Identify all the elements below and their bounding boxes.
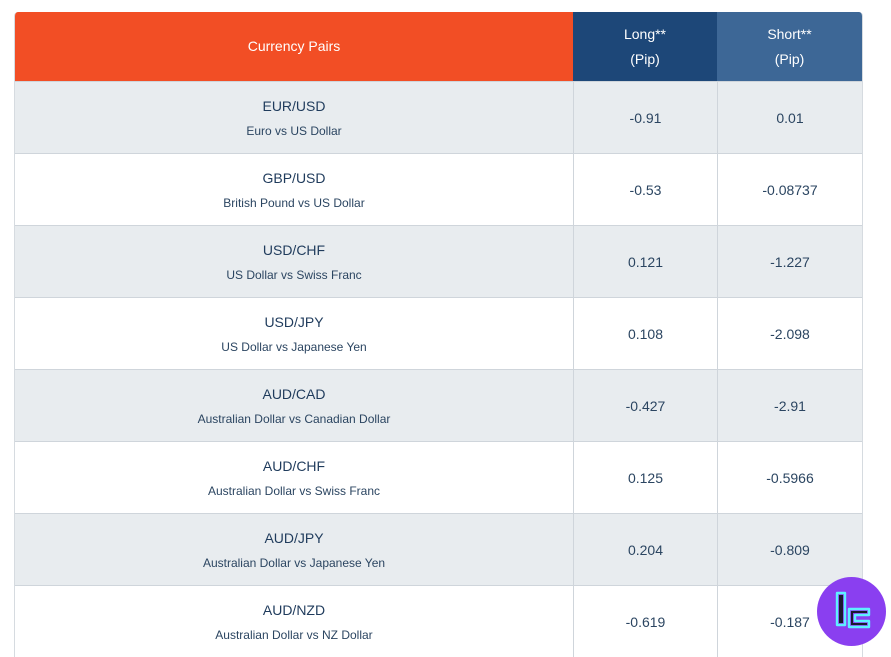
header-pairs-label: Currency Pairs [247,38,341,54]
pair-cell: AUD/CAD Australian Dollar vs Canadian Do… [15,370,573,441]
long-value: -0.427 [573,370,717,441]
pair-description: British Pound vs US Dollar [223,196,365,210]
long-value: -0.53 [573,154,717,225]
pair-description: US Dollar vs Swiss Franc [226,268,362,282]
short-value: -0.08737 [717,154,862,225]
long-value: 0.108 [573,298,717,369]
short-value: -1.227 [717,226,862,297]
short-value: -0.187 [717,586,862,657]
table-row: EUR/USD Euro vs US Dollar -0.91 0.01 [15,81,862,153]
header-short: Short** (Pip) [717,12,862,81]
tc-logo-glyph-icon [835,591,870,628]
pair-cell: GBP/USD British Pound vs US Dollar [15,154,573,225]
header-long-label: Long** [623,25,667,42]
pair-symbol: AUD/CHF [262,458,326,474]
table-header: Currency Pairs Long** (Pip) Short** (Pip… [15,12,862,81]
pair-description: Euro vs US Dollar [246,124,342,138]
table-body: EUR/USD Euro vs US Dollar -0.91 0.01 GBP… [15,81,862,657]
pair-symbol: USD/CHF [262,242,326,258]
pair-cell: USD/JPY US Dollar vs Japanese Yen [15,298,573,369]
table-row: AUD/JPY Australian Dollar vs Japanese Ye… [15,513,862,585]
pair-cell: USD/CHF US Dollar vs Swiss Franc [15,226,573,297]
pair-description: Australian Dollar vs Japanese Yen [202,556,386,570]
header-long-unit: (Pip) [630,50,660,67]
header-short-unit: (Pip) [774,50,805,67]
pair-cell: EUR/USD Euro vs US Dollar [15,82,573,153]
pair-cell: AUD/CHF Australian Dollar vs Swiss Franc [15,442,573,513]
pair-symbol: USD/JPY [264,314,324,330]
table-row: USD/CHF US Dollar vs Swiss Franc 0.121 -… [15,225,862,297]
short-value: 0.01 [717,82,862,153]
table-row: AUD/CAD Australian Dollar vs Canadian Do… [15,369,862,441]
table-row: USD/JPY US Dollar vs Japanese Yen 0.108 … [15,297,862,369]
pair-cell: AUD/NZD Australian Dollar vs NZ Dollar [15,586,573,657]
tc-brand-logo-icon[interactable] [817,577,886,646]
pair-cell: AUD/JPY Australian Dollar vs Japanese Ye… [15,514,573,585]
pair-symbol: AUD/CAD [262,386,326,402]
pair-description: Australian Dollar vs NZ Dollar [215,628,373,642]
long-value: -0.619 [573,586,717,657]
short-value: -2.91 [717,370,862,441]
pair-description: Australian Dollar vs Canadian Dollar [197,412,391,426]
table-row: AUD/CHF Australian Dollar vs Swiss Franc… [15,441,862,513]
short-value: -0.809 [717,514,862,585]
pair-description: US Dollar vs Japanese Yen [221,340,367,354]
short-value: -0.5966 [717,442,862,513]
long-value: -0.91 [573,82,717,153]
pair-symbol: AUD/NZD [262,602,326,618]
pair-symbol: GBP/USD [262,170,326,186]
short-value: -2.098 [717,298,862,369]
header-short-label: Short** [767,25,812,42]
pair-symbol: EUR/USD [262,98,326,114]
table-row: GBP/USD British Pound vs US Dollar -0.53… [15,153,862,225]
long-value: 0.125 [573,442,717,513]
pair-description: Australian Dollar vs Swiss Franc [207,484,381,498]
swap-rates-table: Currency Pairs Long** (Pip) Short** (Pip… [14,12,863,657]
long-value: 0.204 [573,514,717,585]
pair-symbol: AUD/JPY [264,530,324,546]
long-value: 0.121 [573,226,717,297]
header-long: Long** (Pip) [573,12,717,81]
table-row: AUD/NZD Australian Dollar vs NZ Dollar -… [15,585,862,657]
header-currency-pairs: Currency Pairs [15,12,573,81]
